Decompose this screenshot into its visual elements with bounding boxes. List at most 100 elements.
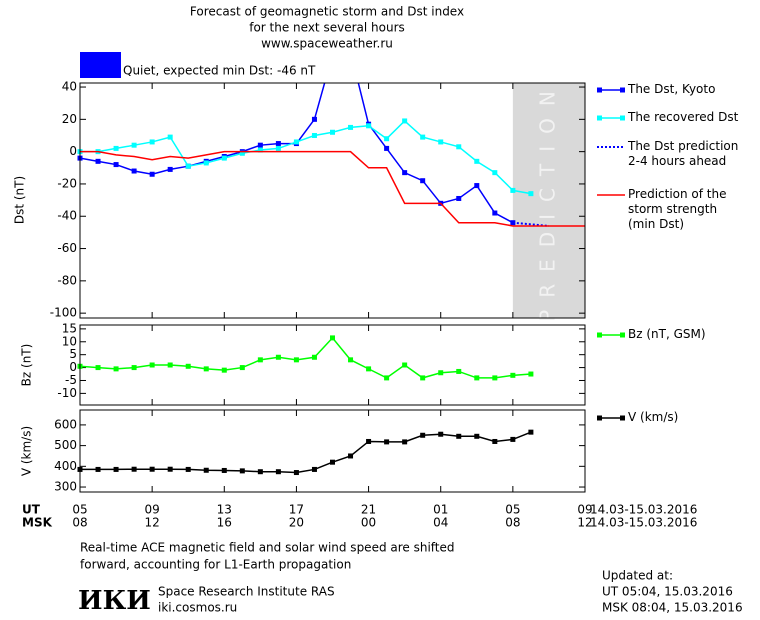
- point: [131, 365, 137, 371]
- point: [149, 171, 155, 177]
- point: [384, 439, 390, 445]
- point: [149, 362, 155, 368]
- point: [510, 187, 516, 193]
- x-tick-label-msk: 16: [217, 516, 232, 530]
- point: [492, 375, 498, 381]
- point: [510, 436, 516, 442]
- updated: MSK 08:04, 15.03.2016: [602, 601, 743, 615]
- series-line: [80, 119, 532, 195]
- point: [167, 466, 173, 472]
- y-tick-label: 400: [54, 459, 77, 473]
- point: [257, 142, 263, 148]
- point: [420, 432, 426, 438]
- panel-frame: [79, 324, 586, 406]
- point: [275, 469, 281, 475]
- logo: ИКИ: [78, 586, 151, 616]
- point: [95, 466, 101, 472]
- point: [203, 467, 209, 473]
- legend-marker: [620, 332, 625, 338]
- point: [95, 158, 101, 164]
- x-tick-label-msk: 00: [361, 516, 376, 530]
- point: [131, 168, 137, 174]
- point: [275, 354, 281, 360]
- legend-marker: [620, 115, 625, 121]
- series-line: [80, 150, 585, 227]
- point: [474, 375, 480, 381]
- msk-label: MSK: [22, 516, 53, 530]
- ut-range: 14.03-15.03.2016: [590, 503, 697, 517]
- legend-label: V (km/s): [628, 410, 679, 424]
- point: [366, 123, 372, 129]
- point: [456, 368, 462, 374]
- y-tick-label: -40: [57, 209, 77, 223]
- y-axis-label: V (km/s): [20, 426, 34, 476]
- y-tick-label: -10: [57, 386, 77, 400]
- note: Real-time ACE magnetic field and solar w…: [80, 541, 455, 555]
- point: [311, 466, 317, 472]
- legend-marker: [597, 415, 602, 421]
- point: [185, 363, 191, 369]
- panel-frame: [79, 82, 586, 319]
- point: [221, 467, 227, 473]
- y-tick-label: 5: [69, 347, 77, 361]
- legend-marker: [597, 115, 602, 121]
- legend-label: The recovered Dst: [628, 110, 739, 124]
- x-tick-label-msk: 04: [433, 516, 448, 530]
- legend-marker: [597, 87, 602, 93]
- x-tick-label-msk: 20: [289, 516, 304, 530]
- point: [438, 370, 444, 376]
- point: [167, 362, 173, 368]
- y-axis-label: Dst (nT): [13, 176, 27, 224]
- x-tick-label: 17: [289, 503, 304, 517]
- y-tick-label: 15: [62, 321, 77, 335]
- point: [185, 163, 191, 169]
- x-tick-label-msk: 08: [72, 516, 87, 530]
- x-tick-label: 05: [505, 503, 520, 517]
- point: [366, 438, 372, 444]
- point: [239, 365, 245, 371]
- title: for the next several hours: [249, 21, 405, 35]
- y-tick-label: 10: [62, 334, 77, 348]
- point: [330, 459, 335, 465]
- y-tick-label: 500: [54, 438, 77, 452]
- status-swatch: [80, 52, 121, 78]
- point: [384, 375, 390, 381]
- point: [239, 468, 245, 474]
- point: [149, 139, 155, 145]
- point: [528, 371, 534, 377]
- point: [330, 335, 335, 341]
- y-tick-label: 0: [69, 360, 77, 374]
- point: [113, 162, 119, 168]
- point: [330, 129, 335, 135]
- point: [167, 134, 173, 140]
- point: [275, 145, 281, 151]
- series-line: [80, 431, 532, 474]
- point: [293, 470, 299, 476]
- point: [348, 124, 354, 130]
- x-tick-label: 09: [577, 503, 592, 517]
- prediction-label: PREDICTION: [535, 79, 559, 322]
- legend-label: Prediction of the storm strength (min Ds…: [628, 187, 727, 231]
- title: www.spaceweather.ru: [261, 37, 393, 51]
- x-tick-label: 09: [145, 503, 160, 517]
- point: [257, 147, 263, 153]
- point: [348, 453, 354, 459]
- point: [474, 158, 480, 164]
- point: [528, 191, 534, 197]
- note: forward, accounting for L1-Earth propaga…: [80, 558, 351, 572]
- point: [311, 132, 317, 138]
- point: [402, 362, 408, 368]
- title: Forecast of geomagnetic storm and Dst in…: [190, 5, 464, 19]
- point: [275, 141, 281, 147]
- point: [528, 429, 534, 435]
- point: [221, 155, 227, 161]
- status-text: Quiet, expected min Dst: -46 nT: [123, 64, 316, 78]
- point: [402, 439, 408, 445]
- y-tick-label: 600: [54, 417, 77, 431]
- x-tick-label: 21: [361, 503, 376, 517]
- y-tick-label: 40: [62, 80, 77, 94]
- point: [221, 367, 227, 373]
- x-tick-label-msk: 12: [145, 516, 160, 530]
- point: [131, 466, 137, 472]
